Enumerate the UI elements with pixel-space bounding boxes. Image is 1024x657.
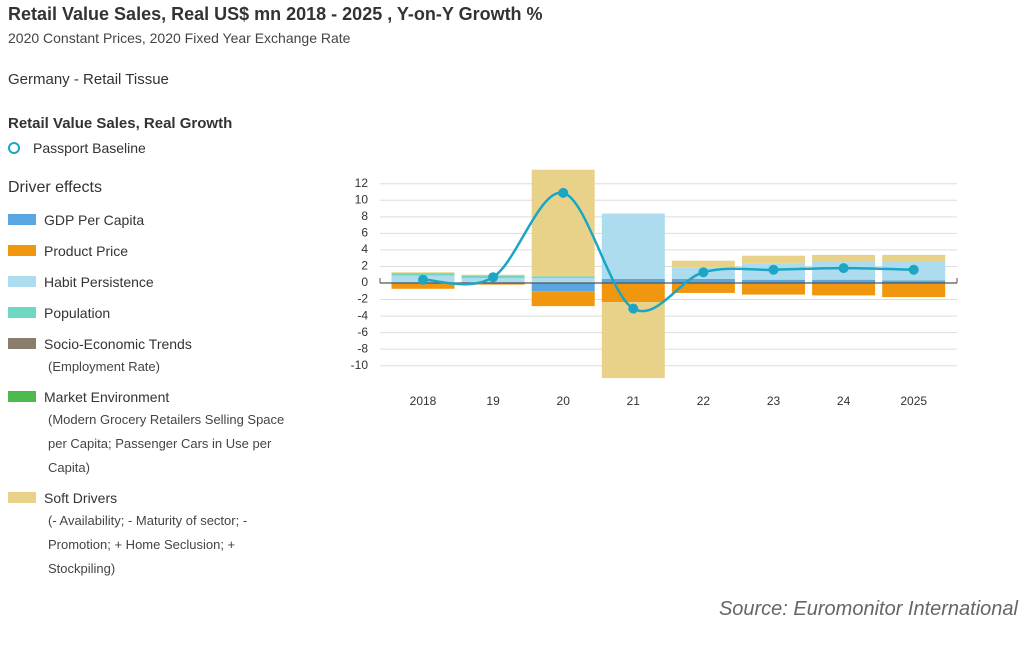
y-tick-label: 10 bbox=[355, 192, 369, 206]
legend-label: Socio-Economic Trends bbox=[44, 335, 192, 352]
bar-segment bbox=[882, 254, 946, 262]
baseline-line bbox=[422, 191, 914, 313]
line-legend-entry: Passport Baseline bbox=[8, 140, 146, 156]
bar-segment bbox=[671, 283, 735, 293]
bar-segment bbox=[601, 283, 665, 303]
bar-segment bbox=[601, 278, 665, 283]
legend-entry: Product Price bbox=[8, 235, 308, 266]
bar-segment bbox=[601, 213, 665, 279]
bar-segment bbox=[812, 279, 876, 283]
bar-segment bbox=[882, 283, 946, 298]
legend-entry: Population bbox=[8, 297, 308, 328]
y-tick-label: 12 bbox=[355, 176, 369, 190]
chart-subtitle: 2020 Constant Prices, 2020 Fixed Year Ex… bbox=[8, 30, 351, 46]
x-tick-label: 20 bbox=[557, 394, 571, 408]
legend-label: Habit Persistence bbox=[44, 273, 154, 290]
x-tick-label: 19 bbox=[486, 394, 500, 408]
x-tick-label: 21 bbox=[627, 394, 641, 408]
chart-title: Retail Value Sales, Real US$ mn 2018 - 2… bbox=[8, 4, 543, 24]
legend-label: Soft Drivers bbox=[44, 489, 118, 506]
x-tick-label: 23 bbox=[767, 394, 781, 408]
legend: GDP Per Capita Product Price Habit Persist… bbox=[8, 204, 308, 583]
y-tick-label: -4 bbox=[357, 308, 368, 322]
y-tick-label: -8 bbox=[357, 341, 368, 355]
line-legend-heading: Retail Value Sales, Real Growth bbox=[8, 115, 233, 132]
baseline-point bbox=[698, 267, 709, 278]
legend-description: (- Availability; - Maturity of sector; -… bbox=[48, 513, 248, 576]
legend-description: (Modern Grocery Retailers Selling Space … bbox=[48, 412, 285, 475]
y-tick-label: -10 bbox=[351, 358, 369, 372]
bar-segment bbox=[391, 283, 455, 289]
bar-segment bbox=[461, 283, 525, 285]
bar-segment bbox=[531, 283, 595, 292]
y-tick-label: 0 bbox=[361, 275, 368, 289]
y-tick-label: -2 bbox=[357, 292, 368, 306]
legend-entry: Habit Persistence bbox=[8, 266, 308, 297]
x-tick-label: 2018 bbox=[410, 394, 437, 408]
legend-swatch bbox=[8, 214, 36, 225]
bar-segment bbox=[882, 280, 946, 283]
legend-swatch bbox=[8, 338, 36, 349]
bar-segment bbox=[742, 279, 805, 283]
baseline-point bbox=[628, 303, 639, 314]
market-label: Germany - Retail Tissue bbox=[8, 71, 169, 88]
legend-swatch bbox=[8, 307, 36, 318]
baseline-point bbox=[558, 187, 569, 198]
y-tick-label: 4 bbox=[361, 242, 368, 256]
baseline-point bbox=[418, 274, 428, 285]
y-tick-label: 6 bbox=[361, 226, 368, 240]
bar-segment bbox=[671, 260, 735, 268]
legend-label: Market Environment bbox=[44, 388, 170, 405]
baseline-point bbox=[908, 264, 919, 275]
x-tick-label: 24 bbox=[837, 394, 851, 408]
bar-segment bbox=[601, 302, 665, 379]
bar-segment bbox=[812, 254, 876, 262]
x-tick-label: 2025 bbox=[900, 394, 927, 408]
y-tick-label: 8 bbox=[361, 209, 368, 223]
bar-segment bbox=[531, 276, 595, 279]
legend-entry: Market Environment bbox=[8, 381, 308, 412]
bar-segment bbox=[812, 283, 876, 296]
legend-label: Product Price bbox=[44, 242, 129, 259]
bar-segment bbox=[531, 278, 595, 283]
bar-segment bbox=[742, 283, 805, 295]
legend-description: (Employment Rate) bbox=[48, 359, 160, 374]
bar-segment bbox=[391, 272, 455, 274]
bar-segment bbox=[742, 255, 805, 264]
legend-entry: Socio-Economic Trends bbox=[8, 328, 308, 359]
bar-segment bbox=[391, 273, 455, 276]
y-tick-label: -6 bbox=[357, 325, 368, 339]
y-tick-label: 2 bbox=[361, 259, 368, 273]
legend-swatch bbox=[8, 492, 36, 503]
line-legend-marker bbox=[8, 142, 20, 154]
legend-heading: Driver effects bbox=[8, 179, 102, 196]
baseline-point bbox=[488, 272, 499, 283]
legend-entry: GDP Per Capita bbox=[8, 204, 308, 235]
legend-swatch bbox=[8, 245, 36, 256]
baseline-point bbox=[838, 263, 849, 274]
legend-label: Passport Baseline bbox=[33, 140, 146, 156]
bar-segment bbox=[531, 291, 595, 307]
bar-segment bbox=[671, 278, 735, 283]
x-tick-label: 22 bbox=[697, 394, 711, 408]
baseline-point bbox=[768, 264, 779, 275]
legend-entry: Soft Drivers bbox=[8, 482, 308, 513]
bar-segment bbox=[531, 169, 595, 277]
source: Source: Euromonitor International bbox=[718, 598, 1018, 620]
legend-label: Population bbox=[44, 304, 111, 321]
legend-swatch bbox=[8, 391, 36, 402]
legend-label: GDP Per Capita bbox=[44, 211, 145, 228]
legend-swatch bbox=[8, 276, 36, 287]
